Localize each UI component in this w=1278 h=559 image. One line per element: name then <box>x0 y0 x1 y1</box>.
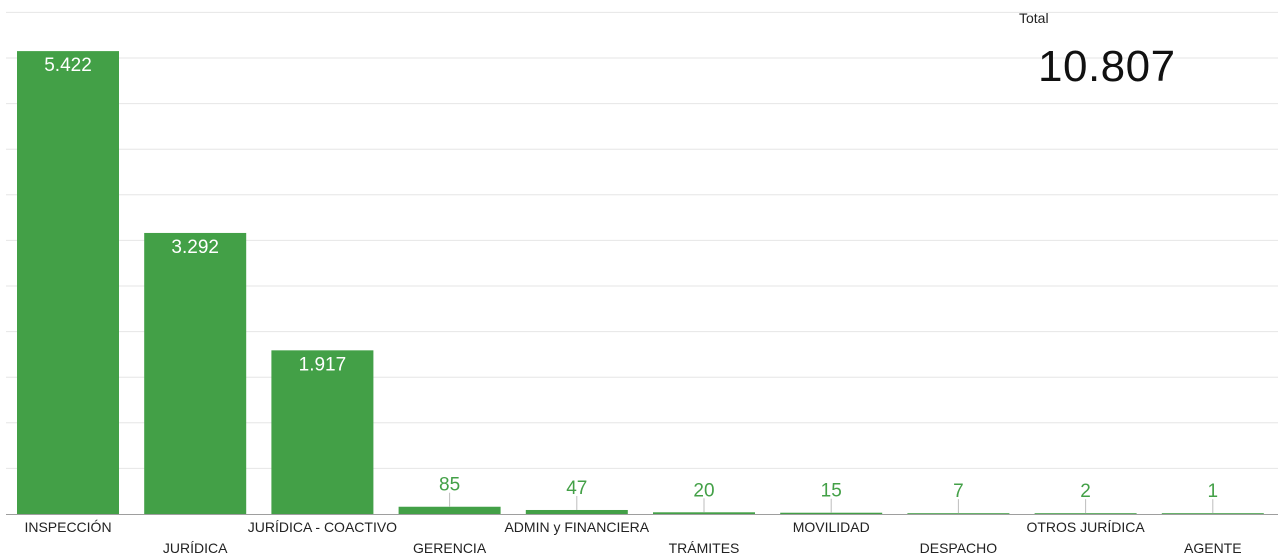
bar <box>907 513 1010 514</box>
bar <box>1034 513 1137 514</box>
total-value: 10.807 <box>1038 42 1176 91</box>
x-tick-label: TRÁMITES <box>669 540 740 556</box>
bar <box>144 232 247 514</box>
data-label: 5.422 <box>44 55 92 76</box>
x-tick-label: OTROS JURÍDICA <box>1026 519 1145 535</box>
x-tick-label: ADMIN y FINANCIERA <box>504 519 649 535</box>
bar <box>780 512 883 514</box>
bar <box>398 506 501 514</box>
bar <box>17 51 119 515</box>
x-tick-label: JURÍDICA - COACTIVO <box>248 519 397 535</box>
bar <box>653 512 755 514</box>
total-label: Total <box>1019 10 1049 26</box>
x-tick-label: AGENTE <box>1184 540 1242 556</box>
data-label: 15 <box>821 481 842 502</box>
data-label: 85 <box>439 475 460 496</box>
bar <box>525 509 628 514</box>
data-label: 20 <box>693 480 714 501</box>
x-tick-label: DESPACHO <box>920 540 998 556</box>
x-tick-label: JURÍDICA <box>163 540 228 556</box>
x-tick-label: MOVILIDAD <box>793 519 870 535</box>
bar <box>271 350 374 514</box>
data-label: 3.292 <box>171 237 219 258</box>
data-label: 7 <box>953 481 964 502</box>
data-label: 2 <box>1080 481 1091 502</box>
data-label: 47 <box>566 478 587 499</box>
x-tick-label: GERENCIA <box>413 540 487 556</box>
data-label: 1 <box>1208 481 1219 502</box>
x-tick-label: INSPECCIÓN <box>24 519 111 535</box>
data-label: 1.917 <box>299 354 347 375</box>
bar <box>1161 513 1264 514</box>
